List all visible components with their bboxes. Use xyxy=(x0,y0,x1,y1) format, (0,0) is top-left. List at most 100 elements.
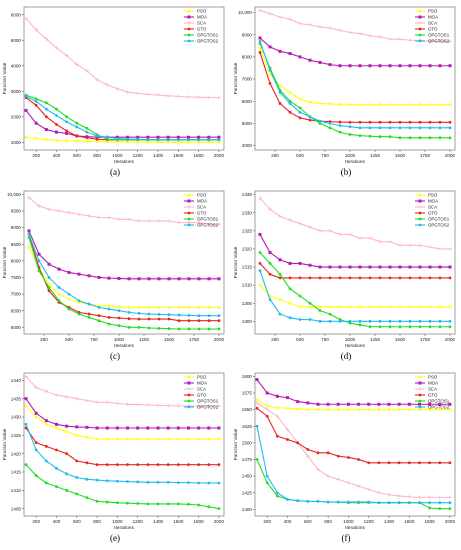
data-point xyxy=(296,499,300,503)
data-point xyxy=(34,441,38,445)
data-point xyxy=(306,408,310,411)
data-point xyxy=(167,317,171,321)
data-point xyxy=(388,319,392,323)
legend-item: GTO xyxy=(415,27,438,32)
legend-label: MOA xyxy=(197,199,207,204)
data-point xyxy=(95,137,99,141)
data-point xyxy=(107,315,111,319)
data-point xyxy=(176,94,181,99)
series-line xyxy=(25,427,219,466)
data-point xyxy=(358,265,362,269)
x-tick-label: 200 xyxy=(32,153,40,158)
data-point xyxy=(207,327,211,331)
data-point xyxy=(157,219,161,223)
data-point xyxy=(116,437,119,441)
data-point xyxy=(67,210,71,215)
data-point xyxy=(428,276,432,280)
y-tick-label: 8000 xyxy=(242,54,253,59)
data-point xyxy=(156,502,160,506)
data-point xyxy=(77,272,81,276)
data-point xyxy=(278,90,282,94)
caption-a: (a) xyxy=(110,167,120,177)
data-point xyxy=(207,314,211,318)
data-point xyxy=(378,325,382,329)
data-point xyxy=(77,312,81,316)
chart-b: 250 500 750 1000 1250 1500 1750 2000 4000 5000 600… xyxy=(233,6,456,165)
series-pso xyxy=(24,404,221,441)
x-tick-label: 400 xyxy=(284,519,292,524)
data-point xyxy=(166,463,170,467)
series-line xyxy=(259,263,450,279)
data-point xyxy=(356,484,361,488)
legend-item: PSO xyxy=(415,193,438,198)
series-line xyxy=(256,379,450,405)
data-point xyxy=(286,497,289,501)
data-point xyxy=(27,229,31,233)
data-point xyxy=(418,64,422,68)
data-point xyxy=(186,426,190,430)
data-point xyxy=(288,301,292,305)
data-point xyxy=(107,276,111,280)
x-tick-label: 750 xyxy=(90,337,98,342)
data-point xyxy=(116,479,119,483)
data-point xyxy=(34,28,38,32)
data-point xyxy=(54,46,59,50)
data-point xyxy=(65,139,69,143)
data-point xyxy=(126,140,129,144)
data-point xyxy=(156,480,160,484)
y-tick-label: 1600 xyxy=(242,374,253,379)
data-point xyxy=(336,402,340,406)
legend-label: GTO xyxy=(197,27,207,32)
data-point xyxy=(368,276,372,280)
data-point xyxy=(448,247,452,251)
data-point xyxy=(44,444,48,448)
data-point xyxy=(24,397,28,401)
data-point xyxy=(318,102,322,105)
data-point xyxy=(85,69,89,73)
data-point xyxy=(65,115,69,119)
data-point xyxy=(217,319,221,323)
data-point xyxy=(37,259,41,263)
y-axis-label: Function Value xyxy=(233,428,239,460)
data-point xyxy=(428,506,432,510)
data-point xyxy=(318,229,322,233)
data-point xyxy=(378,126,382,130)
y-tick-label: 7500 xyxy=(11,275,22,280)
data-point xyxy=(167,313,171,317)
series-gto xyxy=(24,96,221,142)
series-line xyxy=(25,464,220,510)
data-point xyxy=(97,319,101,323)
x-tick-label: 2000 xyxy=(214,337,225,342)
series-line xyxy=(25,94,219,141)
data-point xyxy=(357,408,360,411)
data-point xyxy=(428,501,432,505)
data-point xyxy=(217,507,221,511)
data-point xyxy=(428,408,432,411)
data-point xyxy=(358,236,362,240)
data-point xyxy=(417,495,422,500)
data-point xyxy=(438,276,442,280)
data-point xyxy=(258,46,262,50)
legend-item: PSO xyxy=(415,375,438,380)
legend-label: OPGTOS1 xyxy=(428,399,450,404)
legend-item: OPGTOS1 xyxy=(184,217,219,222)
data-point xyxy=(308,58,312,62)
data-point xyxy=(387,492,391,497)
series-moa xyxy=(24,397,221,430)
y-tick-label: 1430 xyxy=(11,415,22,420)
data-point xyxy=(428,64,432,68)
data-point xyxy=(107,215,111,220)
data-point xyxy=(207,505,211,509)
data-point xyxy=(166,480,170,484)
data-point xyxy=(418,276,422,280)
x-axis-label: Iterations xyxy=(345,343,365,349)
y-tick-label: 1575 xyxy=(242,391,253,396)
data-point xyxy=(407,402,411,406)
x-tick-label: 1600 xyxy=(173,153,184,158)
data-point xyxy=(87,312,91,316)
data-point xyxy=(388,126,392,130)
data-point xyxy=(258,251,262,254)
legend-item: MOA xyxy=(415,381,438,386)
